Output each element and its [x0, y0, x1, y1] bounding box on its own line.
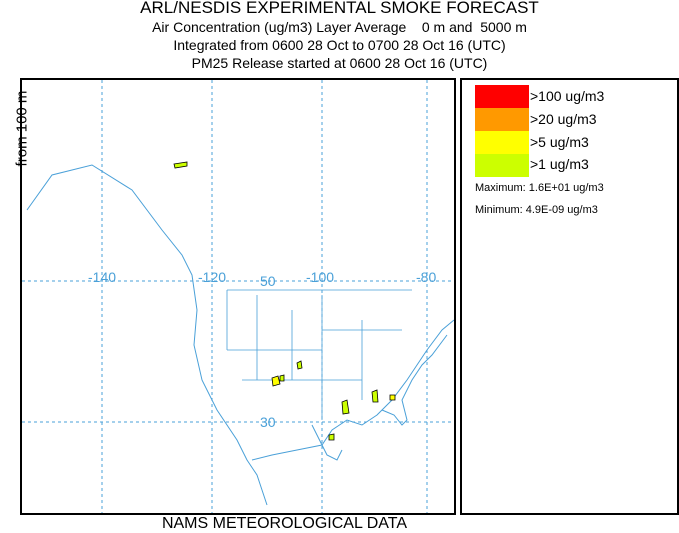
plume-oklahoma: [296, 360, 303, 370]
legend-swatch: [475, 108, 529, 131]
lat-label: 30: [260, 414, 276, 430]
plume-newmexico: [279, 374, 285, 382]
lon-label: -100: [306, 269, 335, 285]
lon-label: -80: [416, 269, 437, 285]
coastline: [26, 164, 455, 506]
map-title: ARL/NESDIS EXPERIMENTAL SMOKE FORECAST: [140, 0, 539, 17]
minimum-value: Minimum: 4.9E-09 ug/m3: [475, 204, 598, 216]
legend-panel: >100 ug/m3 >20 ug/m3 >5 ug/m3 >1 ug/m3 M…: [460, 78, 679, 515]
lat-label: 50: [260, 273, 276, 289]
subtitle-layer: Air Concentration (ug/m3) Layer Average …: [152, 19, 527, 35]
legend-label: >1 ug/m3: [530, 156, 589, 172]
graticule: [22, 80, 454, 513]
plume-alabama: [389, 394, 396, 401]
plume-arizona: [271, 375, 281, 387]
footer-label: NAMS METEOROLOGICAL DATA: [161, 515, 408, 532]
map-panel: -140 -120 -100 -80 50 30: [20, 78, 456, 515]
legend-label: >5 ug/m3: [530, 134, 589, 150]
legend-swatch: [475, 85, 529, 108]
plume-louisiana: [328, 433, 335, 441]
legend-swatch: [475, 154, 529, 177]
plume-alaska: [173, 161, 188, 169]
lon-label: -120: [198, 269, 227, 285]
smoke-plumes: [173, 161, 396, 441]
lon-label: -140: [88, 269, 117, 285]
maximum-value: Maximum: 1.6E+01 ug/m3: [475, 182, 604, 194]
legend-label: >20 ug/m3: [530, 111, 597, 127]
plume-texas: [341, 399, 350, 415]
plume-mississippi: [371, 389, 379, 403]
state-borders: [226, 289, 412, 420]
map-svg: [22, 80, 455, 513]
subtitle-release: PM25 Release started at 0600 28 Oct 16 (…: [191, 55, 488, 71]
subtitle-integrated: Integrated from 0600 28 Oct to 0700 28 O…: [173, 37, 506, 53]
legend-swatch: [475, 131, 529, 154]
legend-label: >100 ug/m3: [530, 88, 605, 104]
